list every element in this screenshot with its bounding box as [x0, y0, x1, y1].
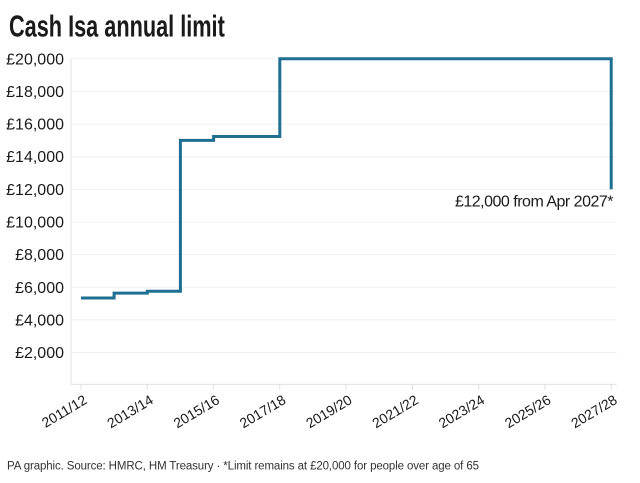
- svg-text:£16,000: £16,000: [6, 117, 64, 134]
- svg-text:Cash Isa annual limit: Cash Isa annual limit: [9, 9, 225, 44]
- svg-text:£12,000 from Apr 2027*: £12,000 from Apr 2027*: [455, 194, 613, 211]
- svg-text:£6,000: £6,000: [15, 280, 64, 297]
- svg-text:£18,000: £18,000: [6, 84, 64, 101]
- svg-text:£20,000: £20,000: [6, 51, 64, 68]
- svg-text:£10,000: £10,000: [6, 215, 64, 232]
- svg-text:£8,000: £8,000: [15, 247, 64, 264]
- svg-text:£12,000: £12,000: [6, 182, 64, 199]
- svg-text:PA graphic. Source: HMRC, HM T: PA graphic. Source: HMRC, HM Treasury · …: [7, 461, 479, 473]
- svg-text:£2,000: £2,000: [15, 345, 64, 362]
- svg-text:£14,000: £14,000: [6, 149, 64, 166]
- svg-text:£4,000: £4,000: [15, 312, 64, 329]
